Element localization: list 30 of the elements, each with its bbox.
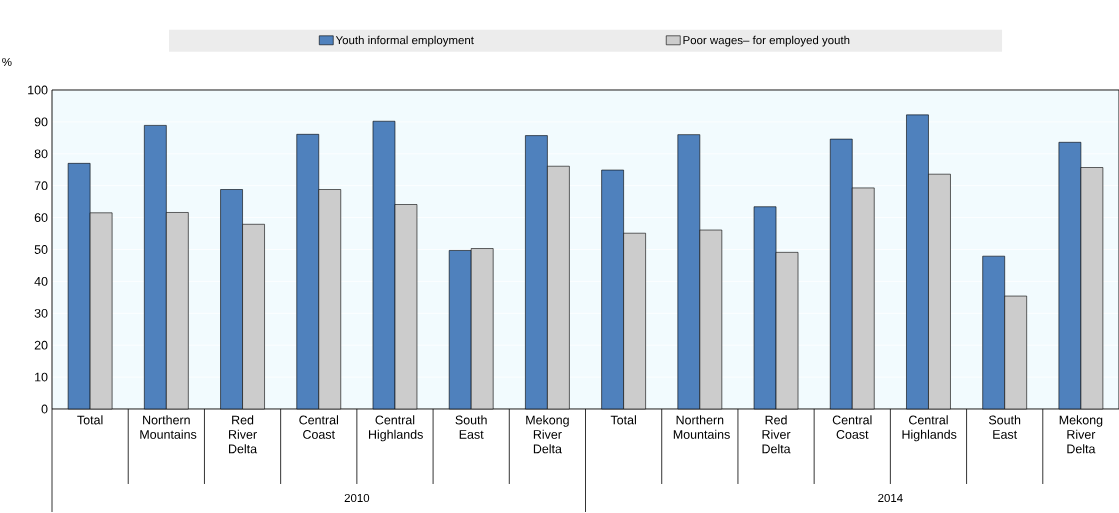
y-tick-label: 0 [41, 404, 48, 414]
y-axis-title: % [2, 57, 12, 66]
y-tick-label: 30 [34, 308, 48, 318]
y-tick-label: 20 [34, 340, 48, 350]
y-tick-label: 100 [28, 85, 48, 95]
x-tick-label: South East [455, 415, 487, 439]
text: 2010 [344, 493, 370, 503]
legend-label: Poor wages– for employed youth [683, 35, 850, 47]
y-tick-label: 40 [34, 276, 48, 286]
x-tick-label: Central Coast [299, 415, 338, 439]
y-tick-label: 90 [34, 117, 48, 127]
y-tick-label: 70 [34, 181, 48, 191]
text: 2014 [878, 493, 903, 503]
y-tick-label: 50 [34, 245, 48, 254]
x-tick-label: South East [988, 415, 1021, 439]
y-tick-label: 60 [34, 213, 48, 222]
x-tick-label: Total [610, 415, 636, 425]
x-tick-label: Mekong River Delta [1059, 415, 1103, 454]
x-tick-label: Red River Delta [229, 415, 258, 454]
x-tick-label: Central Highlands [902, 415, 957, 442]
x-tick-label: Northern Mountains [673, 415, 730, 439]
y-tick-label: 80 [34, 149, 48, 159]
x-tick-label: Central Highlands [368, 415, 423, 442]
x-tick-label: Total [77, 415, 103, 425]
x-tick-label: Northern Mountains [140, 415, 197, 439]
x-tick-label: Mekong River Delta [526, 415, 569, 454]
x-tick-label: Central Coast [832, 415, 872, 439]
y-tick-label: 10 [35, 372, 48, 382]
x-tick-label: Red River Delta [762, 415, 791, 454]
legend-label: Youth informal employment [335, 35, 474, 47]
